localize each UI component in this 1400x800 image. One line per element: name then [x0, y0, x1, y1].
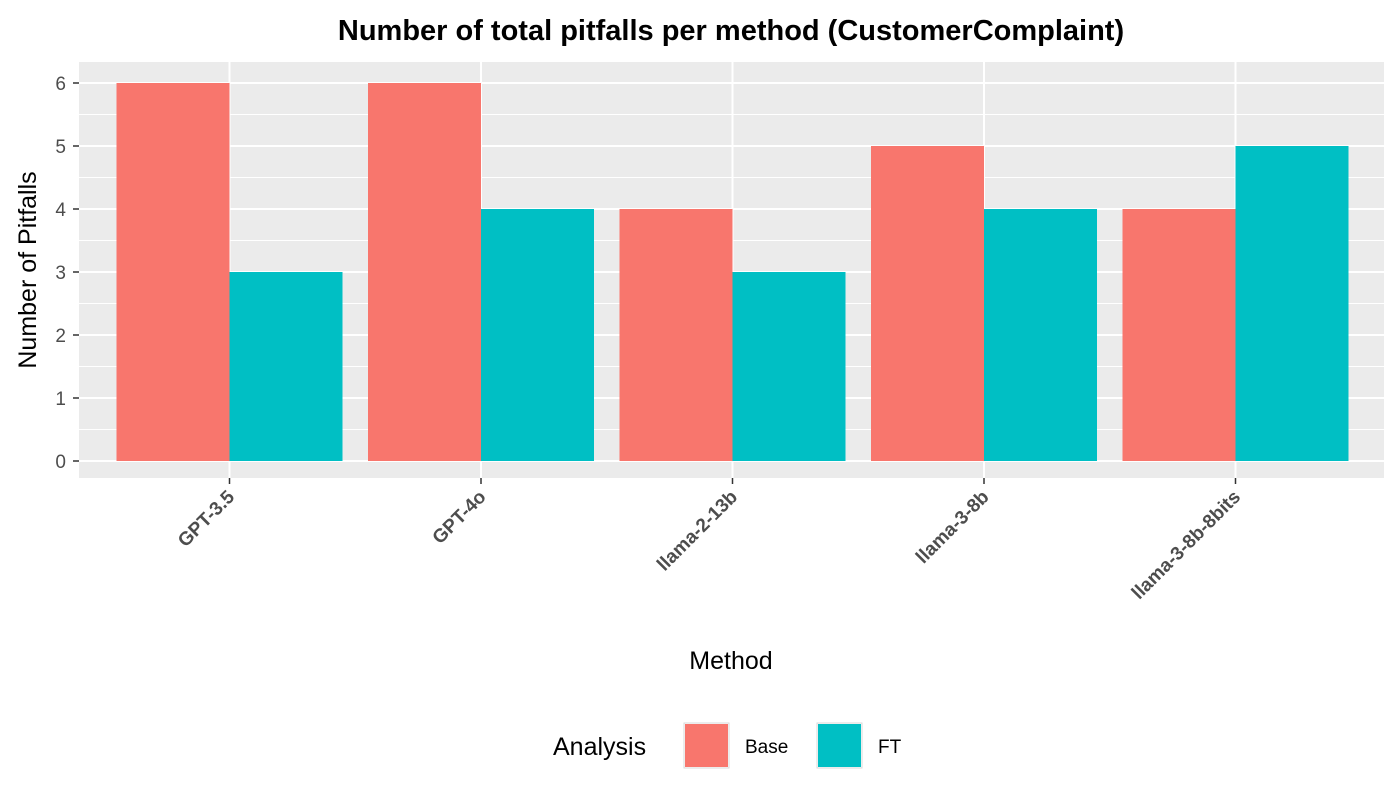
- y-tick-label: 6: [55, 74, 66, 95]
- legend: Analysis Base FT: [553, 722, 902, 769]
- legend-swatch-base: [685, 724, 728, 767]
- x-axis: GPT-3.5 GPT-4o llama-2-13b llama-3-8b llama-…: [174, 478, 1245, 604]
- bar-ft-llama-3-8b: [984, 209, 1097, 461]
- bar-base-gpt-4o: [368, 83, 481, 461]
- chart-title: Number of total pitfalls per method (Cus…: [338, 15, 1124, 47]
- bar-base-llama-3-8b-8bits: [1122, 209, 1236, 461]
- x-tick-label: llama-2-13b: [653, 487, 742, 576]
- legend-swatch-ft: [818, 724, 861, 767]
- bar-ft-llama-3-8b-8bits: [1235, 146, 1349, 461]
- bar-ft-llama-2-13b: [732, 272, 846, 461]
- y-tick-label: 2: [55, 326, 66, 347]
- y-tick-label: 5: [55, 137, 66, 158]
- x-tick-label: GPT-3.5: [174, 486, 239, 551]
- x-tick-label: GPT-4o: [429, 487, 491, 549]
- y-axis-title: Number of Pitfalls: [14, 171, 42, 368]
- bar-base-llama-3-8b: [871, 146, 984, 461]
- bar-base-llama-2-13b: [619, 209, 733, 461]
- x-tick-label: llama-3-8b: [912, 487, 993, 568]
- y-tick-label: 1: [55, 389, 66, 410]
- y-tick-label: 4: [55, 200, 66, 221]
- bar-ft-gpt-3-5: [229, 272, 343, 461]
- x-tick-label: llama-3-8b-8bits: [1128, 487, 1245, 604]
- bars: [116, 83, 1349, 461]
- y-tick-label: 3: [55, 263, 66, 284]
- legend-label-base: Base: [745, 737, 788, 758]
- bar-ft-gpt-4o: [481, 209, 594, 461]
- y-axis: 0 1 2 3 4 5 6: [55, 74, 79, 473]
- x-axis-title: Method: [689, 647, 772, 675]
- y-tick-label: 0: [55, 452, 66, 473]
- bar-base-gpt-3-5: [116, 83, 230, 461]
- legend-title: Analysis: [553, 733, 646, 761]
- legend-label-ft: FT: [878, 737, 902, 758]
